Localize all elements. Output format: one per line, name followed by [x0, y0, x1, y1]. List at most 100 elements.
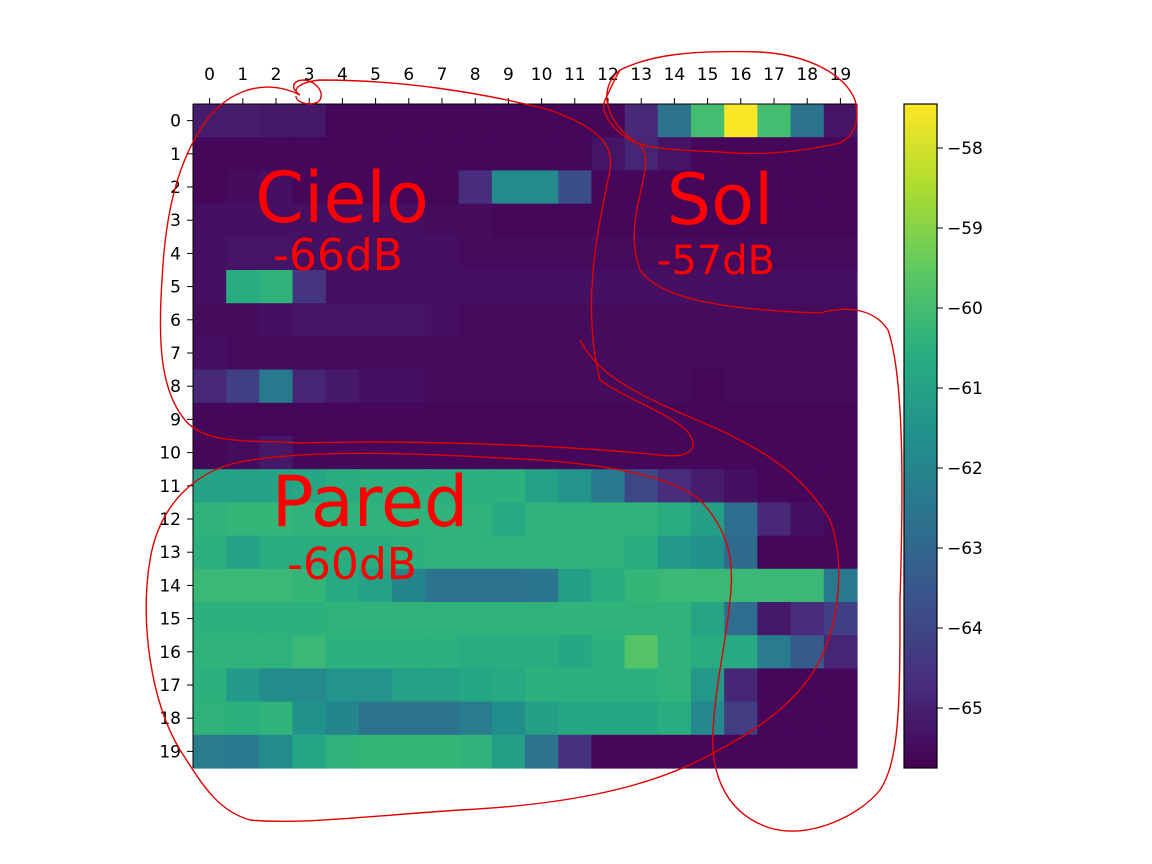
heatmap-cell-r13-c4 [325, 535, 360, 570]
heatmap-cell-r12-c12 [591, 502, 626, 537]
heatmap-cell-r10-c3 [292, 436, 327, 470]
heatmap-cell-r4-c8 [458, 236, 493, 271]
y-tick-label: 15 [159, 610, 181, 630]
heatmap-cell-r1-c5 [359, 137, 393, 171]
y-tick-label: 16 [159, 643, 181, 663]
heatmap-cell-r4-c19 [823, 236, 858, 271]
heatmap-cell-r7-c8 [458, 336, 493, 371]
heatmap-cell-r15-c8 [458, 602, 493, 636]
y-tick-label: 17 [159, 676, 181, 696]
heatmap-cell-r10-c15 [691, 436, 725, 470]
heatmap-cell-r16-c16 [724, 635, 758, 669]
sol-region-outline [145, 69, 903, 832]
heatmap-cell-r13-c15 [691, 535, 725, 570]
colorbar-tick-label: −61 [947, 379, 983, 399]
cielo-value: -66dB [273, 230, 403, 281]
heatmap-cell-r6-c8 [458, 303, 493, 337]
heatmap-cell-r5-c10 [525, 270, 559, 304]
heatmap-cell-r10-c12 [591, 436, 626, 470]
y-tick-label: 1 [170, 145, 181, 165]
heatmap-cell-r8-c16 [724, 369, 758, 404]
colorbar-axis: −58 −59 −60 −61 −62 −63 −64 −65 [937, 139, 983, 719]
heatmap-cell-r4-c15 [691, 236, 725, 271]
heatmap-cell-r1-c8 [458, 137, 493, 171]
heatmap-cell-r12-c17 [757, 502, 792, 537]
y-tick-label: 0 [170, 112, 181, 132]
heatmap-cell-r9-c9 [491, 402, 526, 437]
heatmap-cell-r0-c16 [724, 104, 758, 138]
heatmap-cell-r17-c10 [525, 668, 559, 703]
heatmap-cell-r19-c6 [392, 734, 426, 769]
heatmap-cell-r1-c12 [591, 137, 626, 171]
heatmap-cell-r11-c5 [359, 469, 393, 503]
heatmap-cell-r9-c11 [558, 402, 592, 437]
heatmap-cell-r3-c14 [657, 203, 692, 238]
pared-label: Pared [272, 461, 469, 543]
sol-value: -57dB [657, 238, 775, 284]
heatmap-cell-r14-c6 [392, 568, 426, 603]
y-tick-label: 9 [170, 410, 181, 430]
heatmap-cell-r9-c3 [292, 402, 327, 437]
heatmap-cell-r6-c19 [823, 303, 858, 337]
heatmap-cell-r7-c18 [790, 336, 825, 371]
heatmap-cell-r3-c15 [691, 203, 725, 238]
heatmap-cell-r11-c10 [525, 469, 559, 503]
heatmap-cell-r13-c7 [425, 535, 460, 570]
heatmap-cell-r0-c13 [624, 104, 659, 138]
heatmap-cell-r2-c18 [790, 170, 825, 205]
heatmap-cell-r11-c6 [392, 469, 426, 503]
heatmap-cell-r5-c3 [292, 270, 327, 304]
heatmap-cell-r18-c2 [259, 701, 294, 736]
heatmap-cell-r16-c7 [425, 635, 460, 669]
heatmap-cell-r14-c13 [624, 568, 659, 603]
heatmap-cell-r2-c17 [757, 170, 792, 205]
heatmap-cell-r16-c11 [558, 635, 592, 669]
heatmap-cell-r13-c2 [259, 535, 294, 570]
x-tick-label: 18 [796, 65, 818, 85]
heatmap-cell-r1-c15 [691, 137, 725, 171]
heatmap-cell-r19-c7 [425, 734, 460, 769]
y-tick-label: 11 [159, 477, 181, 497]
heatmap-cell-r14-c7 [425, 568, 460, 603]
heatmap-cell-r12-c4 [325, 502, 360, 537]
heatmap-cell-r19-c3 [292, 734, 327, 769]
heatmap-cell-r8-c15 [691, 369, 725, 404]
heatmap-cell-r2-c11 [558, 170, 592, 205]
heatmap-cell-r11-c3 [292, 469, 327, 503]
heatmap-cell-r3-c4 [325, 203, 360, 238]
heatmap-cell-r6-c14 [657, 303, 692, 337]
heatmap-cell-r7-c13 [624, 336, 659, 371]
heatmap-cell-r16-c4 [325, 635, 360, 669]
heatmap-cell-r3-c5 [359, 203, 393, 238]
heatmap-cell-r0-c7 [425, 104, 460, 138]
x-tick-label: 19 [830, 65, 852, 85]
heatmap-cell-r15-c11 [558, 602, 592, 636]
heatmap-cell-r1-c6 [392, 137, 426, 171]
heatmap-cell-r8-c6 [392, 369, 426, 404]
heatmap-cell-r8-c7 [425, 369, 460, 404]
heatmap-cell-r17-c0 [193, 668, 227, 703]
heatmap-cell-r7-c2 [259, 336, 294, 371]
heatmap-cell-r19-c8 [458, 734, 493, 769]
heatmap-cell-r8-c11 [558, 369, 592, 404]
heatmap-cell-r4-c10 [525, 236, 559, 271]
heatmap-cell-r13-c17 [757, 535, 792, 570]
x-tick-label: 10 [531, 65, 553, 85]
heatmap-cell-r12-c15 [691, 502, 725, 537]
heatmap-cell-r11-c8 [458, 469, 493, 503]
heatmap-cell-r6-c9 [491, 303, 526, 337]
heatmap-cell-r12-c10 [525, 502, 559, 537]
heatmap-cell-r6-c10 [525, 303, 559, 337]
heatmap-cell-r15-c1 [226, 602, 260, 636]
y-tick-label: 19 [159, 742, 181, 762]
heatmap-cell-r9-c7 [425, 402, 460, 437]
heatmap-cell-r0-c8 [458, 104, 493, 138]
heatmap-cell-r17-c2 [259, 668, 294, 703]
heatmap-cell-r3-c7 [425, 203, 460, 238]
heatmap-cell-r3-c9 [491, 203, 526, 238]
heatmap-cell-r4-c5 [359, 236, 393, 271]
heatmap-cell-r14-c18 [790, 568, 825, 603]
heatmap-cell-r8-c10 [525, 369, 559, 404]
heatmap-cell-r5-c8 [458, 270, 493, 304]
heatmap-cell-r2-c10 [525, 170, 559, 205]
